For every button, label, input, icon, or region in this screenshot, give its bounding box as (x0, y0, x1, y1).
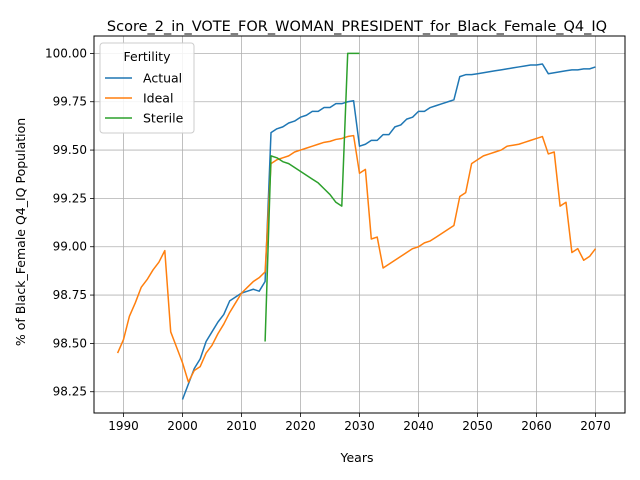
x-axis-label: Years (340, 450, 374, 465)
x-tick-label: 1990 (108, 419, 139, 433)
x-axis-ticks: 1990 2000 2010 2020 2030 2040 2050 2060 2070 (108, 413, 611, 433)
y-tick-label: 98.50 (53, 336, 87, 350)
series-line-actual (181, 63, 596, 400)
x-tick-label: 2060 (521, 419, 552, 433)
series-line-ideal (116, 134, 597, 383)
chart-title: Score_2_in_VOTE_FOR_WOMAN_PRESIDENT_for_… (107, 19, 607, 35)
legend-title: Fertility (124, 49, 172, 64)
y-tick-label: 98.25 (53, 385, 87, 399)
x-tick-label: 2040 (403, 419, 434, 433)
y-tick-label: 99.75 (53, 95, 87, 109)
y-tick-label: 100.00 (45, 46, 87, 60)
x-tick-label: 2030 (344, 419, 375, 433)
x-tick-label: 2020 (285, 419, 316, 433)
legend-label-sterile: Sterile (143, 111, 184, 126)
series-layer (116, 52, 597, 400)
y-axis-label: % of Black_Female Q4_IQ Population (13, 118, 28, 346)
x-tick-label: 2010 (226, 419, 257, 433)
legend-label-actual: Actual (143, 71, 182, 86)
x-tick-label: 2050 (462, 419, 493, 433)
legend-entries: Actual Ideal Sterile (105, 71, 184, 126)
series-line-sterile (264, 52, 360, 342)
y-tick-label: 99.00 (53, 240, 87, 254)
y-axis-ticks: 98.25 98.50 98.75 99.00 99.25 99.50 99.75 100.0… (45, 46, 94, 399)
legend-box (99, 42, 195, 134)
legend-label-ideal: Ideal (143, 91, 173, 106)
y-tick-label: 99.25 (53, 191, 87, 205)
x-tick-label: 2070 (580, 419, 611, 433)
y-tick-label: 99.50 (53, 143, 87, 157)
y-tick-label: 98.75 (53, 288, 87, 302)
x-tick-label: 2000 (167, 419, 198, 433)
legend: Fertility Actual Ideal Sterile (99, 42, 195, 134)
